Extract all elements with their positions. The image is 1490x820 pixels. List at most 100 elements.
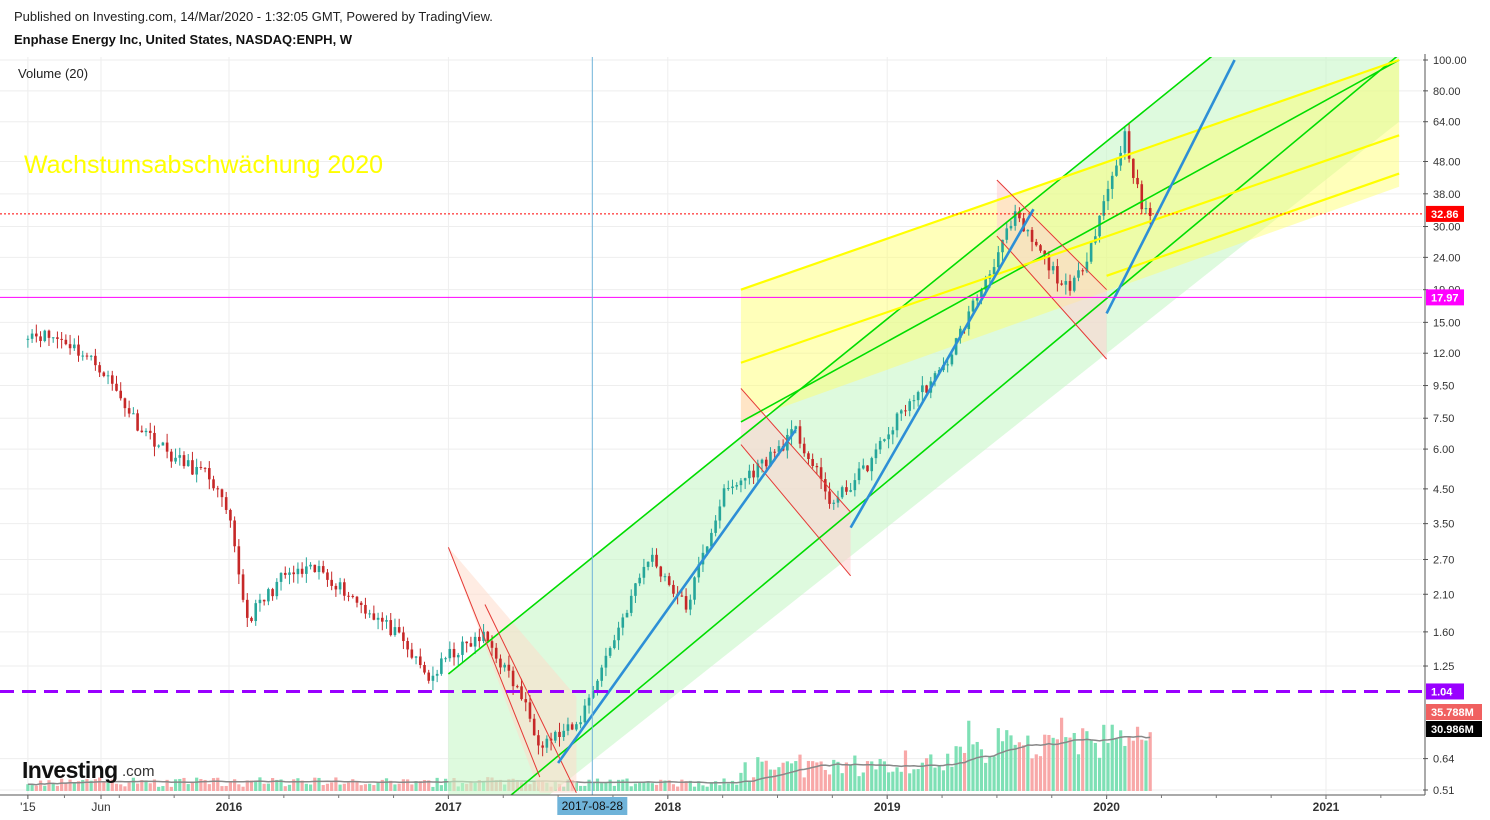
volume-bar <box>1114 739 1119 791</box>
candle-body <box>836 497 840 503</box>
candle-body <box>975 298 979 301</box>
candle-body <box>153 432 156 447</box>
candle-body <box>43 330 47 342</box>
volume-bar <box>1043 734 1047 791</box>
candle-body <box>516 686 519 688</box>
volume-bar <box>148 783 152 791</box>
volume-bar <box>802 777 806 791</box>
annotation-text: Wachstumsabschwächung 2020 <box>24 151 383 179</box>
volume-bar <box>751 777 756 791</box>
volume-bar <box>718 785 722 791</box>
candle-body <box>802 443 806 454</box>
volume-bar <box>119 784 123 791</box>
candle-body <box>283 572 287 575</box>
volume-bar <box>954 746 958 791</box>
y-tick-label: 1.60 <box>1433 627 1454 639</box>
candle-body <box>376 617 380 620</box>
candle-body <box>760 459 764 464</box>
candle-body <box>1072 277 1076 291</box>
red-line-2017-top <box>447 547 541 778</box>
volume-bar <box>600 783 604 791</box>
candle-body <box>899 410 903 414</box>
candle-body <box>1060 283 1063 285</box>
candle-body <box>693 577 696 600</box>
candle-body <box>992 267 996 275</box>
volume-bar <box>81 780 85 791</box>
y-tick-label: 80.00 <box>1433 86 1461 98</box>
candle-body <box>68 344 72 349</box>
candle-body <box>494 647 498 659</box>
volume-bar <box>853 755 857 791</box>
volume-bar <box>777 767 781 791</box>
candle-body <box>824 479 827 492</box>
volume-bar <box>878 759 882 791</box>
candle-body <box>667 576 671 585</box>
volume-bar <box>51 783 55 791</box>
volume-bar <box>262 783 266 791</box>
volume-bar <box>891 771 895 791</box>
chart-labels: 32.86 17.97 1.04 35.788M 30.986M 2017-08-28 Vo… <box>18 66 1482 815</box>
candle-body <box>326 572 329 580</box>
candle-body <box>1081 270 1084 272</box>
candle-body <box>1106 188 1110 202</box>
candle-body <box>212 479 215 489</box>
candle-body <box>832 502 836 504</box>
candle-body <box>208 468 211 480</box>
yellow-channel-top <box>740 58 1400 291</box>
volume-bar <box>443 778 448 791</box>
volume-bar <box>72 783 76 791</box>
volume-bar <box>1140 739 1144 791</box>
candle-body <box>528 702 532 719</box>
candle-body <box>904 410 907 412</box>
volume-bar <box>26 784 30 791</box>
candle-body <box>608 648 612 656</box>
x-tick-label: 2017 <box>435 800 462 814</box>
candle-body <box>1056 266 1059 284</box>
candle-body <box>330 579 333 586</box>
volume-bar <box>798 754 802 791</box>
candle-body <box>51 337 55 339</box>
candle-body <box>777 446 781 452</box>
candle-body <box>524 699 528 703</box>
volume-bar <box>85 779 89 791</box>
volume-bar <box>182 777 186 791</box>
candle-body <box>541 745 544 748</box>
blue-trend-2 <box>849 208 1035 529</box>
y-tick-label: 2.10 <box>1433 589 1454 601</box>
candle-body <box>317 566 321 573</box>
investing-logo-suffix: .com <box>122 763 155 780</box>
volume-ma-line <box>27 735 1151 786</box>
volume-bar <box>950 766 954 791</box>
candle-body <box>343 582 346 596</box>
candle-body <box>174 457 177 462</box>
volume-badge-label: 35.788M <box>1431 707 1474 719</box>
candle-body <box>275 581 279 597</box>
volume-bar <box>908 773 912 791</box>
candle-body <box>258 599 262 604</box>
volume-bar <box>1005 730 1009 791</box>
volume-bar <box>625 778 629 791</box>
y-tick-label: 6.00 <box>1433 444 1454 456</box>
volume-bar <box>355 781 359 791</box>
candle-body <box>752 470 755 478</box>
candle-body <box>233 520 236 547</box>
candle-body <box>798 426 802 444</box>
candle-body <box>106 375 110 377</box>
y-tick-label: 100.00 <box>1433 55 1467 67</box>
volume-bar <box>709 782 713 791</box>
candle-body <box>617 627 620 641</box>
green-channel-bottom <box>509 57 1398 795</box>
volume-bar <box>1059 717 1064 791</box>
volume-bar <box>1135 726 1140 791</box>
volume-bar <box>946 753 950 791</box>
candle-body <box>773 451 776 453</box>
candle-body <box>245 599 249 618</box>
candle-body <box>157 445 160 447</box>
volume-bar <box>1123 745 1127 791</box>
candle-body <box>1144 208 1148 210</box>
candle-body <box>47 330 51 338</box>
candle-body <box>414 656 418 658</box>
volume-bar <box>595 778 600 791</box>
candle-body <box>30 333 34 339</box>
